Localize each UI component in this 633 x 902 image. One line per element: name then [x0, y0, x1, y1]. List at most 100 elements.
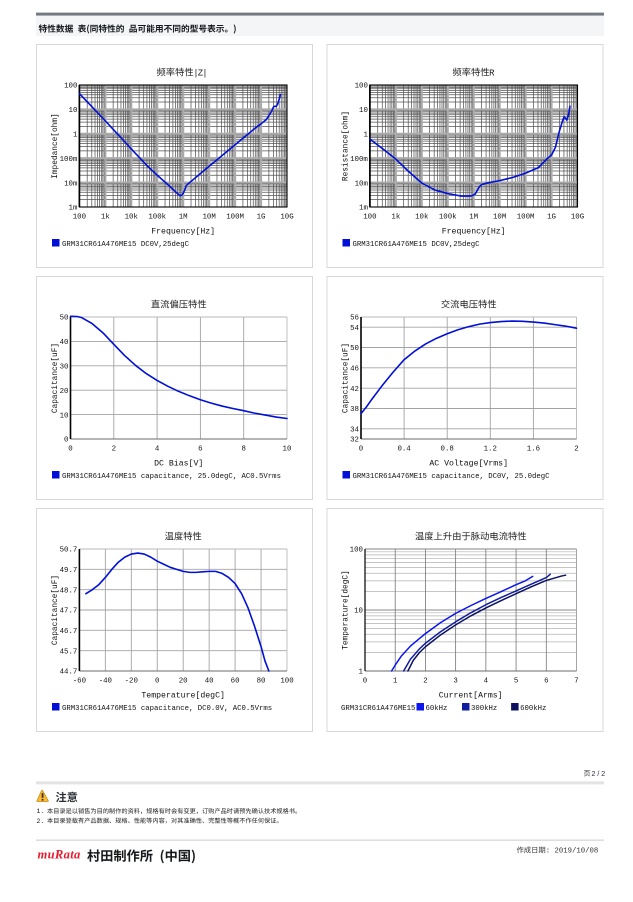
svg-text:20: 20: [60, 388, 69, 396]
svg-text:GRM31CR61A476ME15 capacitance,: GRM31CR61A476ME15 capacitance, 25.0degC,…: [62, 473, 281, 481]
svg-text:100M: 100M: [517, 214, 535, 222]
svg-text:100: 100: [363, 214, 376, 222]
svg-text:10: 10: [283, 446, 292, 454]
svg-text:4: 4: [484, 678, 489, 686]
svg-text:600kHz: 600kHz: [520, 705, 546, 713]
svg-text:0: 0: [155, 678, 159, 686]
svg-text:10k: 10k: [415, 214, 429, 222]
svg-text:40: 40: [205, 678, 214, 686]
svg-text:10: 10: [60, 412, 69, 420]
svg-text:34: 34: [350, 427, 359, 435]
svg-text:50: 50: [60, 315, 69, 323]
svg-text:54: 54: [350, 325, 359, 333]
svg-text:10G: 10G: [571, 214, 584, 222]
svg-text:10k: 10k: [125, 214, 139, 222]
svg-text:6: 6: [198, 446, 202, 454]
svg-text:GRM31CR61A476ME15 capacitance,: GRM31CR61A476ME15 capacitance, DC0V, 25.…: [353, 473, 551, 481]
svg-text:20: 20: [179, 678, 188, 686]
svg-text:30: 30: [60, 364, 69, 372]
svg-text:48.7: 48.7: [60, 587, 78, 595]
svg-text:GRM31CR61A476ME15 DC0V,25degC: GRM31CR61A476ME15 DC0V,25degC: [62, 241, 190, 249]
svg-text:50: 50: [350, 345, 359, 353]
svg-text:100: 100: [64, 83, 77, 91]
svg-text:100m: 100m: [60, 156, 78, 164]
svg-text:100: 100: [280, 678, 293, 686]
svg-text:10M: 10M: [202, 214, 215, 222]
svg-text:0: 0: [363, 678, 367, 686]
svg-text:100: 100: [73, 214, 86, 222]
svg-text:Frequency[Hz]: Frequency[Hz]: [151, 227, 215, 237]
svg-text:46.7: 46.7: [60, 628, 78, 636]
svg-text:1k: 1k: [101, 214, 110, 222]
svg-text:1: 1: [359, 669, 364, 677]
svg-text:100m: 100m: [350, 156, 368, 164]
svg-text:1k: 1k: [391, 214, 400, 222]
svg-text:49.7: 49.7: [60, 567, 78, 575]
svg-text:1m: 1m: [359, 205, 368, 213]
svg-text:|Z|: |Z|: [193, 69, 207, 79]
svg-text:100k: 100k: [148, 214, 166, 222]
svg-text:-40: -40: [99, 678, 112, 686]
svg-text:-60: -60: [73, 678, 86, 686]
svg-text:Temperature[degC]: Temperature[degC]: [141, 691, 225, 701]
svg-text:5: 5: [514, 678, 518, 686]
svg-text:GRM31CR61A476ME15: GRM31CR61A476ME15: [341, 705, 415, 713]
svg-text:47.7: 47.7: [60, 608, 78, 616]
svg-text:32: 32: [350, 437, 359, 445]
svg-text:8: 8: [241, 446, 245, 454]
svg-text:2 / 2: 2 / 2: [592, 771, 606, 778]
svg-text:0.8: 0.8: [441, 446, 454, 454]
svg-text:40: 40: [60, 339, 69, 347]
svg-text:3: 3: [453, 678, 457, 686]
svg-text:1: 1: [363, 132, 368, 140]
svg-text:100k: 100k: [439, 214, 457, 222]
svg-text:0: 0: [68, 446, 72, 454]
svg-text:45.7: 45.7: [60, 648, 78, 656]
svg-text:Impedance[ohm]: Impedance[ohm]: [52, 113, 60, 179]
svg-text:0: 0: [359, 446, 363, 454]
svg-text:: 2019/10/08: : 2019/10/08: [546, 848, 599, 856]
svg-text:60: 60: [231, 678, 240, 686]
svg-text:2: 2: [112, 446, 116, 454]
svg-text:2.: 2.: [37, 818, 45, 825]
svg-text:1m: 1m: [69, 205, 78, 213]
svg-text:10m: 10m: [355, 180, 369, 188]
svg-text:Temperature[degC]: Temperature[degC]: [343, 570, 351, 650]
svg-text:GRM31CR61A476ME15 capacitance,: GRM31CR61A476ME15 capacitance, DC0.0V, A…: [62, 705, 272, 713]
svg-text:10: 10: [354, 608, 363, 616]
svg-text:46: 46: [350, 366, 359, 374]
svg-text:Capacitance[uF]: Capacitance[uF]: [52, 575, 60, 645]
svg-text:10G: 10G: [280, 214, 293, 222]
svg-text:60kHz: 60kHz: [426, 705, 448, 713]
svg-text:0.4: 0.4: [397, 446, 411, 454]
svg-text:10: 10: [359, 107, 368, 115]
svg-text:Current[Arms]: Current[Arms]: [439, 691, 503, 701]
svg-text:-20: -20: [125, 678, 138, 686]
svg-text:44.7: 44.7: [60, 669, 78, 677]
svg-text:1.: 1.: [37, 808, 45, 815]
svg-text:80: 80: [257, 678, 266, 686]
svg-text:300kHz: 300kHz: [471, 705, 497, 713]
svg-text:10: 10: [69, 107, 78, 115]
svg-text:1M: 1M: [179, 214, 188, 222]
svg-text:Capacitance[uF]: Capacitance[uF]: [343, 343, 351, 413]
svg-text:muRata: muRata: [38, 848, 81, 862]
svg-text:7: 7: [574, 678, 578, 686]
svg-text:50.7: 50.7: [60, 547, 78, 555]
svg-text:10M: 10M: [493, 214, 506, 222]
svg-text:AC Voltage[Vrms]: AC Voltage[Vrms]: [429, 459, 508, 469]
svg-text:DC Bias[V]: DC Bias[V]: [154, 459, 203, 469]
svg-text:1: 1: [393, 678, 398, 686]
svg-text:6: 6: [544, 678, 548, 686]
svg-text:Resistance[ohm]: Resistance[ohm]: [343, 111, 351, 181]
svg-text:38: 38: [350, 406, 359, 414]
svg-text:100: 100: [355, 83, 368, 91]
svg-text:2: 2: [574, 446, 578, 454]
svg-text:Frequency[Hz]: Frequency[Hz]: [442, 227, 506, 237]
svg-text:Capacitance[uF]: Capacitance[uF]: [52, 343, 60, 413]
svg-text:56: 56: [350, 315, 359, 323]
svg-text:10m: 10m: [64, 180, 78, 188]
svg-text:1: 1: [73, 132, 78, 140]
svg-text:R: R: [489, 69, 495, 79]
svg-text:0: 0: [64, 437, 68, 445]
